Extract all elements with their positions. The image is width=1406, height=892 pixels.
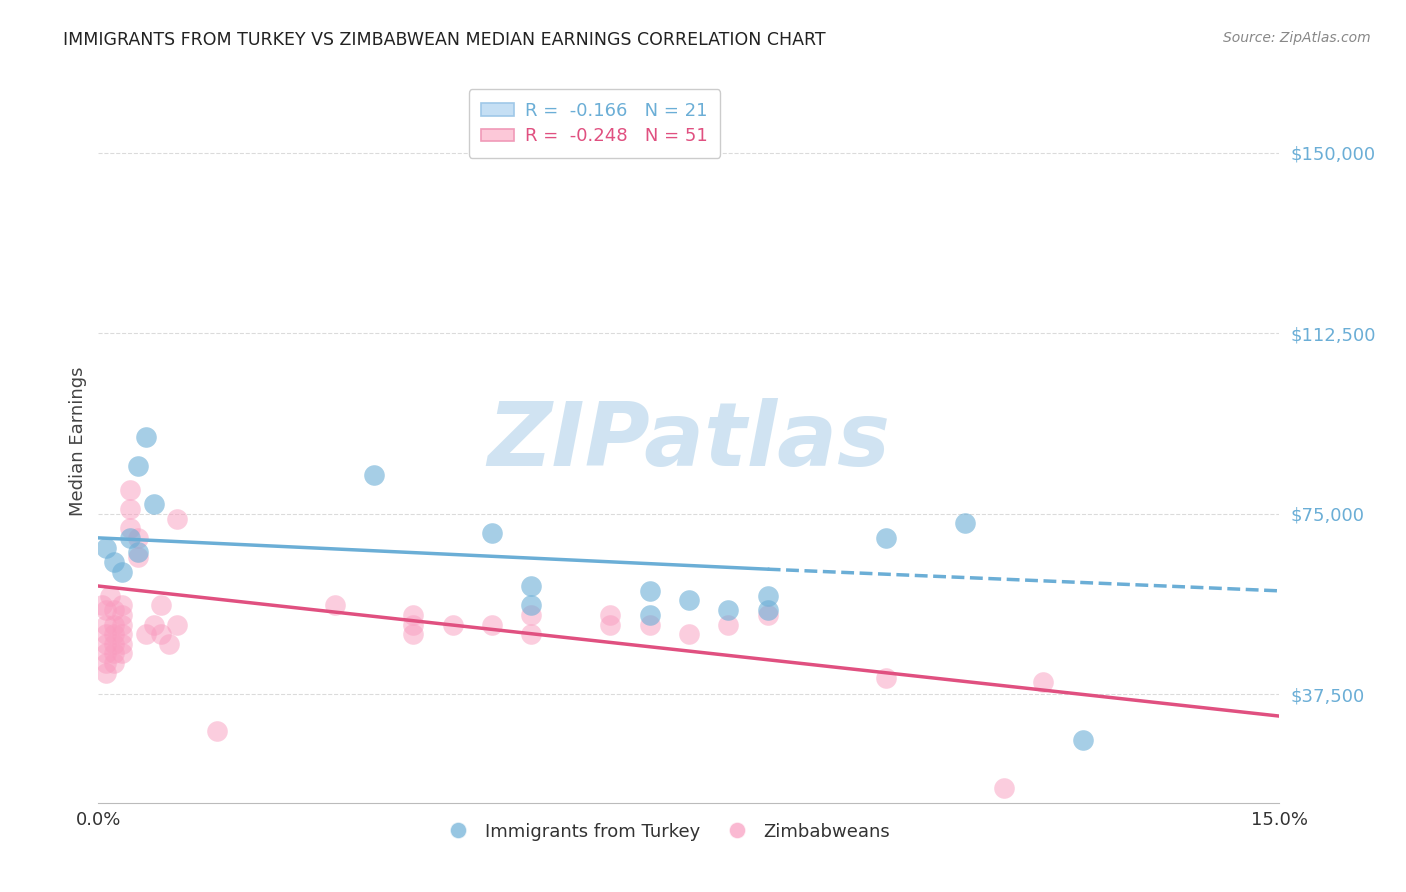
- Point: [1032, 675, 1054, 690]
- Point: [96, 647, 118, 661]
- Y-axis label: Median Earnings: Median Earnings: [69, 367, 87, 516]
- Point: [678, 627, 700, 641]
- Point: [402, 627, 425, 641]
- Point: [520, 599, 543, 613]
- Point: [135, 430, 157, 444]
- Point: [756, 589, 779, 603]
- Point: [103, 617, 125, 632]
- Point: [150, 627, 173, 641]
- Point: [402, 607, 425, 622]
- Point: [135, 627, 157, 641]
- Point: [111, 627, 134, 641]
- Point: [96, 656, 118, 670]
- Point: [520, 607, 543, 622]
- Point: [96, 603, 118, 617]
- Point: [118, 531, 141, 545]
- Point: [166, 511, 188, 525]
- Point: [103, 637, 125, 651]
- Point: [481, 617, 503, 632]
- Point: [638, 617, 661, 632]
- Point: [875, 671, 897, 685]
- Point: [127, 531, 149, 545]
- Point: [717, 603, 740, 617]
- Point: [599, 607, 621, 622]
- Point: [111, 637, 134, 651]
- Legend: Immigrants from Turkey, Zimbabweans: Immigrants from Turkey, Zimbabweans: [433, 815, 897, 848]
- Point: [166, 617, 188, 632]
- Point: [96, 627, 118, 641]
- Point: [756, 607, 779, 622]
- Point: [127, 545, 149, 559]
- Point: [402, 617, 425, 632]
- Point: [103, 603, 125, 617]
- Point: [1071, 733, 1094, 747]
- Point: [441, 617, 464, 632]
- Point: [111, 565, 134, 579]
- Point: [103, 555, 125, 569]
- Point: [953, 516, 976, 531]
- Point: [150, 599, 173, 613]
- Point: [520, 627, 543, 641]
- Point: [756, 603, 779, 617]
- Point: [142, 617, 165, 632]
- Point: [111, 599, 134, 613]
- Text: ZIPatlas: ZIPatlas: [488, 398, 890, 485]
- Point: [118, 483, 141, 497]
- Point: [96, 541, 118, 555]
- Point: [875, 531, 897, 545]
- Point: [96, 617, 118, 632]
- Text: IMMIGRANTS FROM TURKEY VS ZIMBABWEAN MEDIAN EARNINGS CORRELATION CHART: IMMIGRANTS FROM TURKEY VS ZIMBABWEAN MED…: [63, 31, 825, 49]
- Point: [638, 607, 661, 622]
- Point: [157, 637, 180, 651]
- Point: [678, 593, 700, 607]
- Point: [481, 526, 503, 541]
- Point: [993, 781, 1015, 796]
- Point: [205, 723, 228, 738]
- Point: [127, 458, 149, 473]
- Point: [599, 617, 621, 632]
- Point: [111, 607, 134, 622]
- Point: [91, 599, 114, 613]
- Point: [103, 627, 125, 641]
- Point: [118, 502, 141, 516]
- Point: [118, 521, 141, 535]
- Point: [96, 637, 118, 651]
- Point: [111, 647, 134, 661]
- Point: [323, 599, 346, 613]
- Point: [520, 579, 543, 593]
- Point: [142, 497, 165, 511]
- Point: [98, 589, 121, 603]
- Point: [638, 583, 661, 598]
- Point: [103, 656, 125, 670]
- Point: [103, 647, 125, 661]
- Point: [717, 617, 740, 632]
- Point: [96, 665, 118, 680]
- Text: Source: ZipAtlas.com: Source: ZipAtlas.com: [1223, 31, 1371, 45]
- Point: [127, 550, 149, 565]
- Point: [363, 468, 385, 483]
- Point: [111, 617, 134, 632]
